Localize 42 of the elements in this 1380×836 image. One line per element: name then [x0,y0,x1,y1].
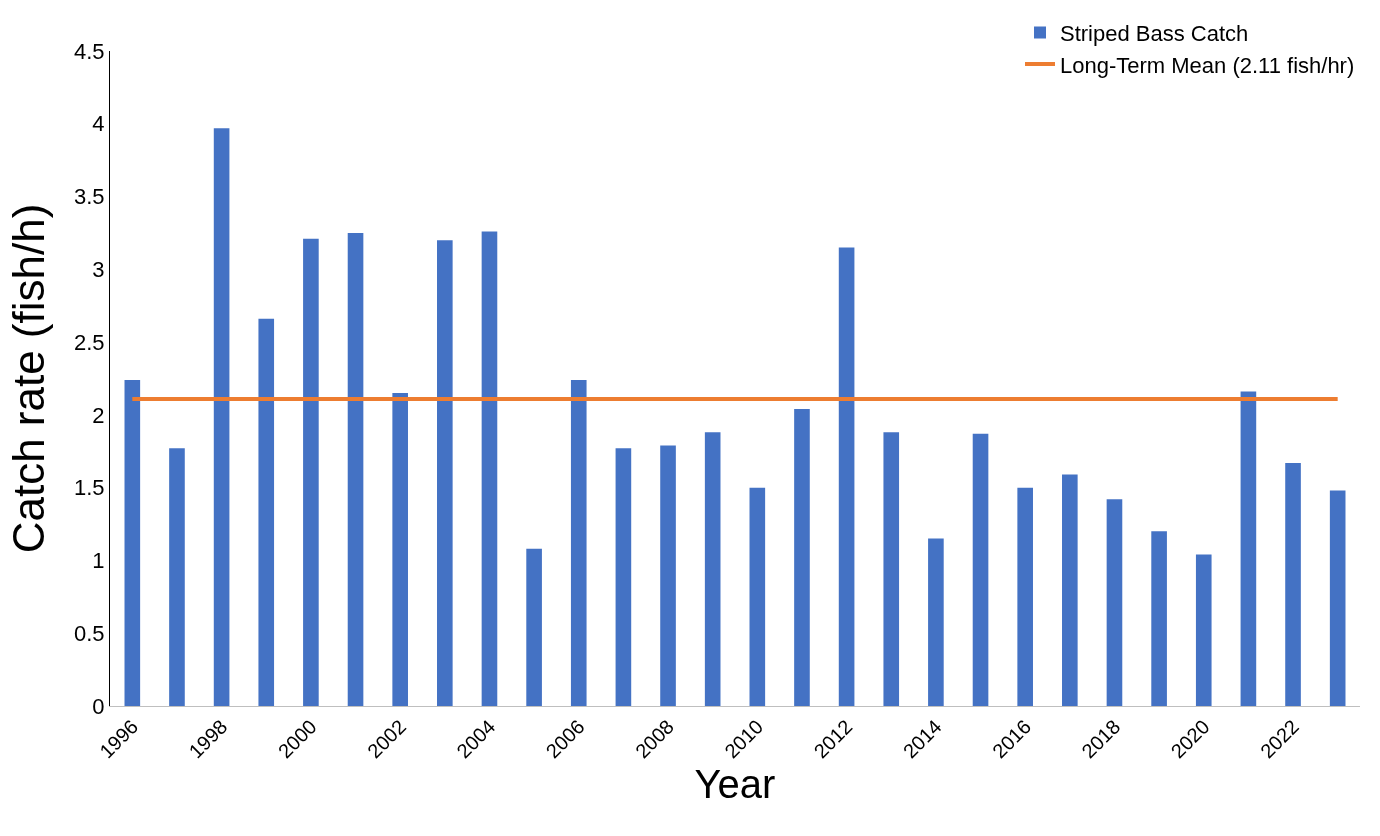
y-tick-label: 0 [92,693,105,719]
bar [169,448,185,706]
bar [392,393,408,706]
y-axis-title: Catch rate (fish/h) [4,203,54,554]
legend-label: Striped Bass Catch [1060,21,1249,47]
bar [704,432,721,706]
bar [1285,462,1301,706]
bar [1195,554,1212,706]
y-tick-label: 1.5 [74,475,105,501]
bar [1240,391,1257,706]
bar [749,487,766,706]
bar [615,448,632,706]
bar [258,318,275,706]
legend-label: Long-Term Mean (2.11 fish/hr) [1060,52,1355,78]
bar [481,231,498,706]
bar [1062,474,1078,706]
bar [347,232,364,706]
y-tick-label: 2 [92,402,105,428]
y-tick-label: 1 [92,548,105,574]
bar [303,238,319,706]
bar [794,409,810,706]
bar [526,548,542,706]
bar [972,433,989,706]
bar [660,445,676,706]
x-axis-title: Year [694,762,776,807]
bar [1329,490,1346,706]
bar [928,538,944,706]
bar [1106,499,1123,706]
bar [124,379,141,706]
bar [1151,531,1167,706]
y-tick-label: 4.5 [74,38,105,64]
y-tick-label: 4 [92,111,105,137]
y-tick-label: 0.5 [74,620,105,646]
bar [838,247,855,706]
bar [437,240,453,706]
bar [570,379,587,706]
bar [1017,487,1033,706]
bar [213,128,230,706]
y-tick-label: 2.5 [74,329,105,355]
bar [883,432,900,706]
y-tick-label: 3 [92,257,105,283]
y-tick-label: 3.5 [74,184,105,210]
